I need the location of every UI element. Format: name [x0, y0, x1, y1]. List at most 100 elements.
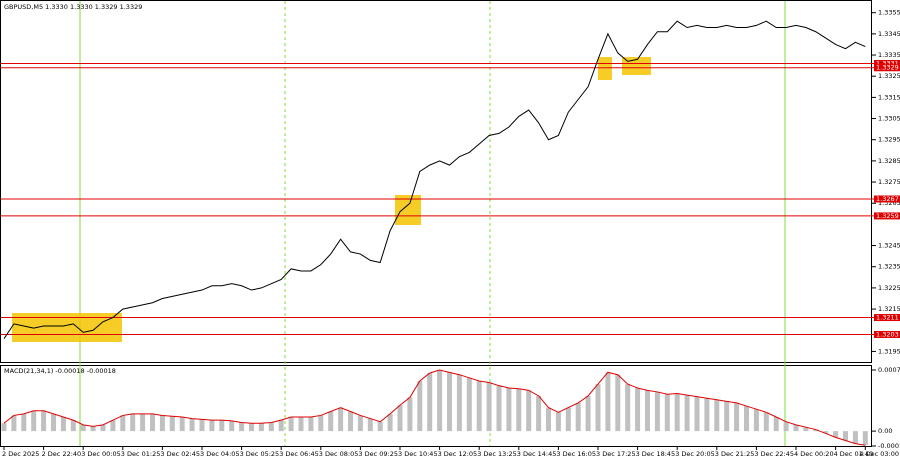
y-tick-label: 1.3295	[878, 136, 900, 144]
macd-bar	[70, 420, 76, 432]
macd-bar	[219, 420, 225, 432]
y-tick-label: -0.00019	[878, 442, 900, 450]
macd-bar	[387, 413, 393, 432]
macd-bar	[318, 415, 324, 432]
macd-bar	[724, 401, 730, 432]
macd-bar	[159, 415, 165, 432]
macd-bar	[862, 431, 868, 446]
macd-bar	[783, 421, 789, 432]
macd-bar	[753, 409, 759, 432]
y-tick-label: 1.3355	[878, 9, 900, 17]
y-tick-label: 1.3245	[878, 242, 900, 250]
macd-bar	[90, 426, 96, 432]
x-tick-label: 3 Dec 04:05	[200, 450, 240, 458]
macd-bar	[80, 424, 86, 432]
main-frame	[0, 0, 872, 363]
macd-bar	[397, 405, 403, 432]
x-tick-label: 3 Dec 17:25	[596, 450, 636, 458]
macd-bar	[229, 420, 235, 432]
macd-bar	[476, 380, 482, 432]
macd-bar	[793, 424, 799, 432]
indicator-title: MACD(21,34,1) -0.00018 -0.00018	[4, 367, 116, 375]
x-tick-label: 3 Dec 09:25	[358, 450, 398, 458]
macd-bar	[843, 431, 848, 441]
macd-bar	[506, 388, 512, 432]
level-label-bg	[874, 64, 900, 72]
macd-bar	[526, 390, 532, 432]
macd-bar	[21, 413, 27, 432]
x-tick-label: 3 Dec 00:05	[81, 450, 121, 458]
y-tick-label: 1.3335	[878, 51, 900, 59]
macd-bar	[833, 431, 839, 438]
chart-title: GBPUSD,M5 1.3330 1.3330 1.3329 1.3329	[4, 3, 142, 11]
macd-bar	[1, 423, 7, 432]
macd-bar	[11, 415, 17, 432]
x-tick-label: 3 Dec 16:05	[556, 450, 596, 458]
macd-bar	[348, 411, 353, 432]
macd-frame	[0, 365, 872, 447]
y-tick-label: 1.3285	[878, 157, 900, 165]
macd-bar	[328, 411, 334, 432]
x-tick-label: 3 Dec 08:05	[319, 450, 359, 458]
macd-bar	[615, 374, 621, 432]
x-tick-label: 2 Dec 2025	[2, 450, 39, 458]
x-tick-label: 4 Dec 01:40	[834, 450, 874, 458]
macd-bar	[268, 422, 274, 432]
macd-bar	[773, 417, 779, 432]
macd-bar	[694, 396, 700, 432]
macd-bar	[110, 420, 116, 432]
macd-bar	[278, 420, 284, 432]
level-label-bg	[874, 60, 900, 68]
x-tick-label: 4 Dec 00:20	[794, 450, 834, 458]
level-label: 1.3203	[876, 330, 899, 338]
macd-bar	[298, 417, 304, 432]
level-label: 1.3267	[876, 195, 899, 203]
y-tick-label: 1.3275	[878, 178, 900, 186]
macd-bar	[575, 402, 581, 432]
macd-bar	[595, 384, 601, 432]
macd-bar	[654, 391, 660, 432]
y-tick-label: 1.3195	[878, 347, 900, 355]
macd-bar	[565, 407, 571, 432]
macd-bar	[60, 417, 66, 432]
level-label-bg	[874, 330, 900, 338]
macd-bar	[447, 372, 452, 432]
macd-bar	[635, 388, 641, 432]
macd-bar	[456, 374, 462, 432]
macd-bar	[585, 395, 591, 432]
x-tick-label: 3 Dec 01:25	[121, 450, 161, 458]
macd-bar	[714, 399, 720, 432]
level-label-bg	[874, 212, 900, 220]
macd-bar	[357, 415, 363, 432]
y-tick-label: 0.00078	[878, 366, 900, 374]
level-label-bg	[874, 314, 900, 322]
x-tick-label: 3 Dec 21:25	[715, 450, 755, 458]
x-tick-label: 3 Dec 22:45	[754, 450, 794, 458]
macd-bar	[803, 427, 809, 432]
macd-bar	[199, 419, 205, 432]
macd-bar	[813, 429, 819, 432]
signal-line	[3, 369, 866, 446]
x-tick-label: 3 Dec 02:45	[160, 450, 200, 458]
macd-bar	[555, 412, 561, 432]
x-tick-label: 4 Dec 03:00	[859, 450, 899, 458]
x-tick-label: 3 Dec 10:45	[398, 450, 438, 458]
x-tick-label: 2 Dec 22:40	[42, 450, 82, 458]
x-tick-label: 3 Dec 05:25	[240, 450, 280, 458]
level-label: 1.3329	[876, 64, 899, 72]
macd-bar	[427, 373, 433, 432]
macd-bar	[437, 370, 443, 432]
macd-bar	[625, 384, 631, 432]
macd-bar	[288, 417, 294, 432]
signal-box	[395, 195, 421, 225]
macd-bar	[536, 395, 542, 432]
x-tick-label: 3 Dec 12:05	[438, 450, 478, 458]
level-label: 1.3331	[876, 60, 899, 68]
macd-bar	[249, 423, 254, 432]
macd-bar	[51, 413, 56, 432]
y-tick-label: 1.3215	[878, 305, 900, 313]
macd-bar	[179, 417, 185, 432]
macd-bar	[41, 410, 47, 432]
macd-bar	[645, 390, 650, 432]
